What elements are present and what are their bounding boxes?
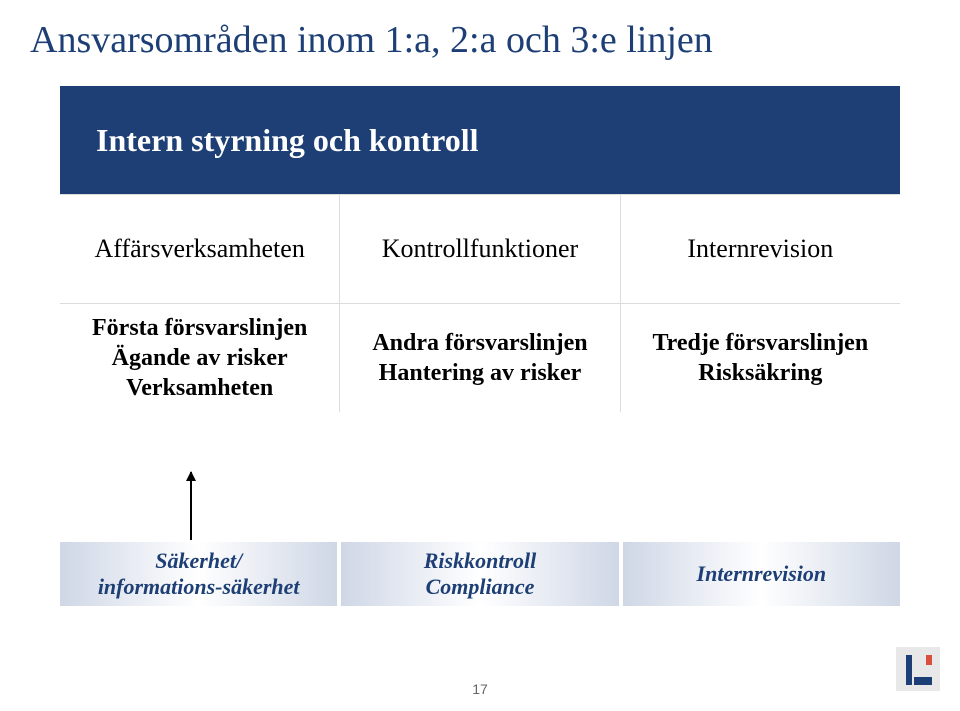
body-row: Första försvarslinjen Ägande av risker V… xyxy=(60,303,900,412)
banner-label: Intern styrning och kontroll xyxy=(96,122,479,159)
gradient-cell-0-line-0: Säkerhet/ xyxy=(155,548,242,574)
gradient-cell-1-line-1: Compliance xyxy=(426,574,535,600)
gradient-cell-1: Riskkontroll Compliance xyxy=(341,542,618,606)
body-cell-0-line-1: Ägande av risker xyxy=(112,343,288,373)
gradient-row: Säkerhet/ informations-säkerhet Riskkont… xyxy=(60,542,900,606)
gradient-cell-1-line-0: Riskkontroll xyxy=(424,548,536,574)
gradient-cell-0-line-1: informations-säkerhet xyxy=(98,574,300,600)
header-cell-2-label: Internrevision xyxy=(687,233,833,266)
page-number: 17 xyxy=(0,681,960,697)
header-cell-2: Internrevision xyxy=(621,195,900,303)
body-cell-2: Tredje försvarslinjen Risksäkring xyxy=(621,304,900,412)
slide: Ansvarsområden inom 1:a, 2:a och 3:e lin… xyxy=(0,0,960,711)
logo-icon xyxy=(896,647,940,691)
arrow-icon xyxy=(190,472,192,540)
body-cell-1: Andra försvarslinjen Hantering av risker xyxy=(340,304,620,412)
gradient-cell-2-line-0: Internrevision xyxy=(697,561,827,587)
slide-title: Ansvarsområden inom 1:a, 2:a och 3:e lin… xyxy=(30,18,930,62)
header-cell-0-label: Affärsverksamheten xyxy=(95,233,305,266)
body-cell-2-line-0: Tredje försvarslinjen xyxy=(652,328,868,358)
body-cell-0-line-0: Första försvarslinjen xyxy=(92,313,307,343)
body-cell-0: Första försvarslinjen Ägande av risker V… xyxy=(60,304,340,412)
body-cell-0-line-2: Verksamheten xyxy=(126,373,273,403)
body-cell-1-line-1: Hantering av risker xyxy=(379,358,582,388)
body-cell-1-line-0: Andra försvarslinjen xyxy=(372,328,587,358)
body-cell-2-line-1: Risksäkring xyxy=(698,358,822,388)
banner: Intern styrning och kontroll xyxy=(60,86,900,194)
gradient-cell-2: Internrevision xyxy=(623,542,900,606)
header-cell-1-label: Kontrollfunktioner xyxy=(382,233,578,266)
header-cell-1: Kontrollfunktioner xyxy=(340,195,620,303)
header-row: Affärsverksamheten Kontrollfunktioner In… xyxy=(60,194,900,303)
header-cell-0: Affärsverksamheten xyxy=(60,195,340,303)
gradient-cell-0: Säkerhet/ informations-säkerhet xyxy=(60,542,337,606)
